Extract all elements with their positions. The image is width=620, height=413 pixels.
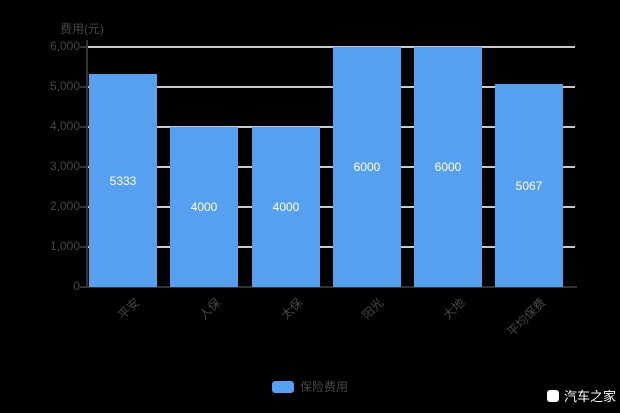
x-axis-label: 太保 [278,295,306,323]
legend: 保险费用 [0,378,620,395]
legend-marker[interactable] [271,380,294,393]
bar-value-label: 5333 [109,173,137,188]
y-axis-label: 6,000 [49,39,80,53]
gridline-3000 [88,166,575,168]
y-axis-title: 费用(元) [60,22,104,36]
x-axis-label: 平安 [115,295,143,323]
bar-5[interactable]: 6000 [414,47,482,287]
y-axis-label: 3,000 [49,159,80,173]
bar-value-label: 5067 [515,178,543,193]
x-axis-label: 平均保费 [504,295,549,340]
y-axis-line [86,40,88,288]
x-axis-label: 阳光 [359,295,387,323]
bar-1[interactable]: 5333 [89,74,157,287]
y-axis-label: 5,000 [49,79,80,93]
gridline-5000 [88,86,575,88]
autohome-logo-icon [546,389,559,402]
x-axis-label: 大地 [440,295,468,323]
y-axis-tick [80,86,86,88]
y-axis-tick [80,246,86,248]
y-axis-tick [80,166,86,168]
bar-value-label: 4000 [272,200,300,214]
x-axis-line [86,286,577,288]
gridline-1000 [88,246,575,248]
y-axis-label: 0 [73,279,80,293]
watermark: 汽车之家 [546,386,616,405]
bar-6[interactable]: 5067 [495,84,563,287]
bar-value-label: 6000 [353,160,381,174]
legend-label[interactable]: 保险费用 [299,380,348,394]
y-axis-tick [80,286,86,288]
gridline-4000 [88,126,575,128]
bar-2[interactable]: 4000 [170,127,238,287]
bar-3[interactable]: 4000 [252,127,320,287]
gridline-2000 [88,206,575,208]
gridline-6000 [88,46,575,48]
x-axis-label: 人保 [196,295,224,323]
bar-value-label: 6000 [434,160,462,174]
bar-4[interactable]: 6000 [333,47,401,287]
y-axis-label: 2,000 [49,199,80,213]
y-axis-tick [80,46,86,48]
bar-value-label: 4000 [190,200,218,214]
y-axis-tick [80,126,86,128]
y-axis-label: 4,000 [49,119,80,133]
watermark-text: 汽车之家 [563,389,616,404]
y-axis-tick [80,206,86,208]
y-axis-label: 1,000 [49,239,80,253]
